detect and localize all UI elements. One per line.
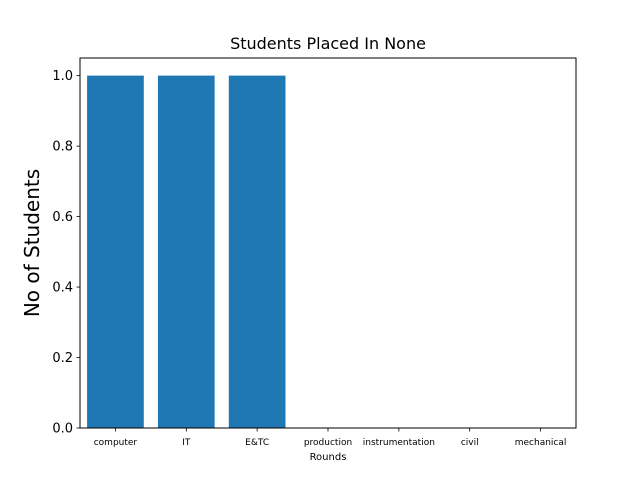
bar-2 bbox=[228, 75, 286, 429]
chart-title: Students Placed In None bbox=[230, 34, 426, 53]
y-axis-label: No of Students bbox=[20, 169, 44, 317]
y-tick-label: 0.4 bbox=[52, 281, 73, 296]
y-tick-label: 0.6 bbox=[52, 210, 73, 225]
y-tick-label: 1.0 bbox=[52, 69, 73, 84]
y-tick-label: 0.0 bbox=[52, 422, 73, 437]
plot-frame bbox=[79, 57, 577, 429]
x-axis-label: Rounds bbox=[310, 452, 347, 463]
bars-layer bbox=[87, 75, 286, 429]
y-tick-label: 0.2 bbox=[52, 351, 73, 366]
bar-1 bbox=[157, 75, 215, 429]
x-tick-label: IT bbox=[182, 438, 191, 448]
x-tick-label: computer bbox=[94, 438, 138, 448]
x-tick-label: instrumentation bbox=[363, 438, 435, 448]
bar-0 bbox=[87, 75, 144, 429]
y-tick-label: 0.8 bbox=[52, 140, 73, 155]
x-tick-label: E&TC bbox=[245, 438, 269, 448]
x-tick-label: mechanical bbox=[515, 438, 567, 448]
x-axis: computer IT E&TC production instrumentation c… bbox=[94, 428, 567, 448]
x-tick-label: production bbox=[304, 438, 352, 448]
x-tick-label: civil bbox=[461, 438, 479, 448]
y-axis: 0.0 0.2 0.4 0.6 0.8 1.0 bbox=[52, 69, 80, 437]
